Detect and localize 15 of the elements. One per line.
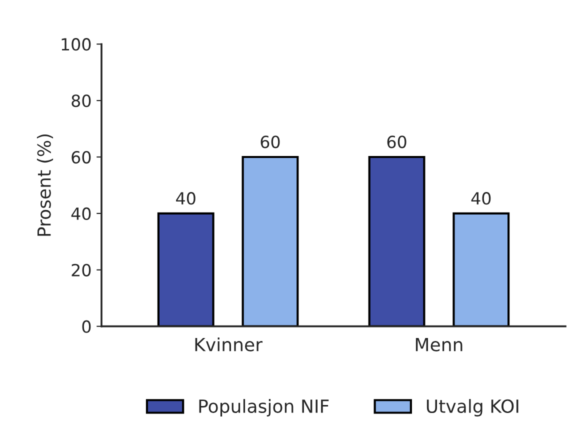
y-tick-label: 40	[71, 207, 91, 220]
data-label: 40	[176, 192, 196, 205]
y-tick-label: 20	[72, 264, 91, 276]
y-axis-title: Prosent (%)	[36, 134, 54, 236]
y-tick-label: 100	[62, 38, 91, 51]
y-tick-label: 60	[72, 150, 91, 164]
data-label: 60	[387, 136, 406, 148]
data-label: 60	[260, 136, 280, 148]
y-tick-label: 80	[72, 94, 91, 108]
legend-label: Populasjon NIF	[199, 399, 329, 417]
legend-label: Utvalg KOI	[426, 399, 518, 417]
y-tick-label: 0	[82, 320, 91, 333]
x-tick-label: Menn	[416, 338, 462, 352]
x-tick-label: Kvinner	[195, 337, 263, 352]
data-label: 40	[471, 192, 491, 205]
